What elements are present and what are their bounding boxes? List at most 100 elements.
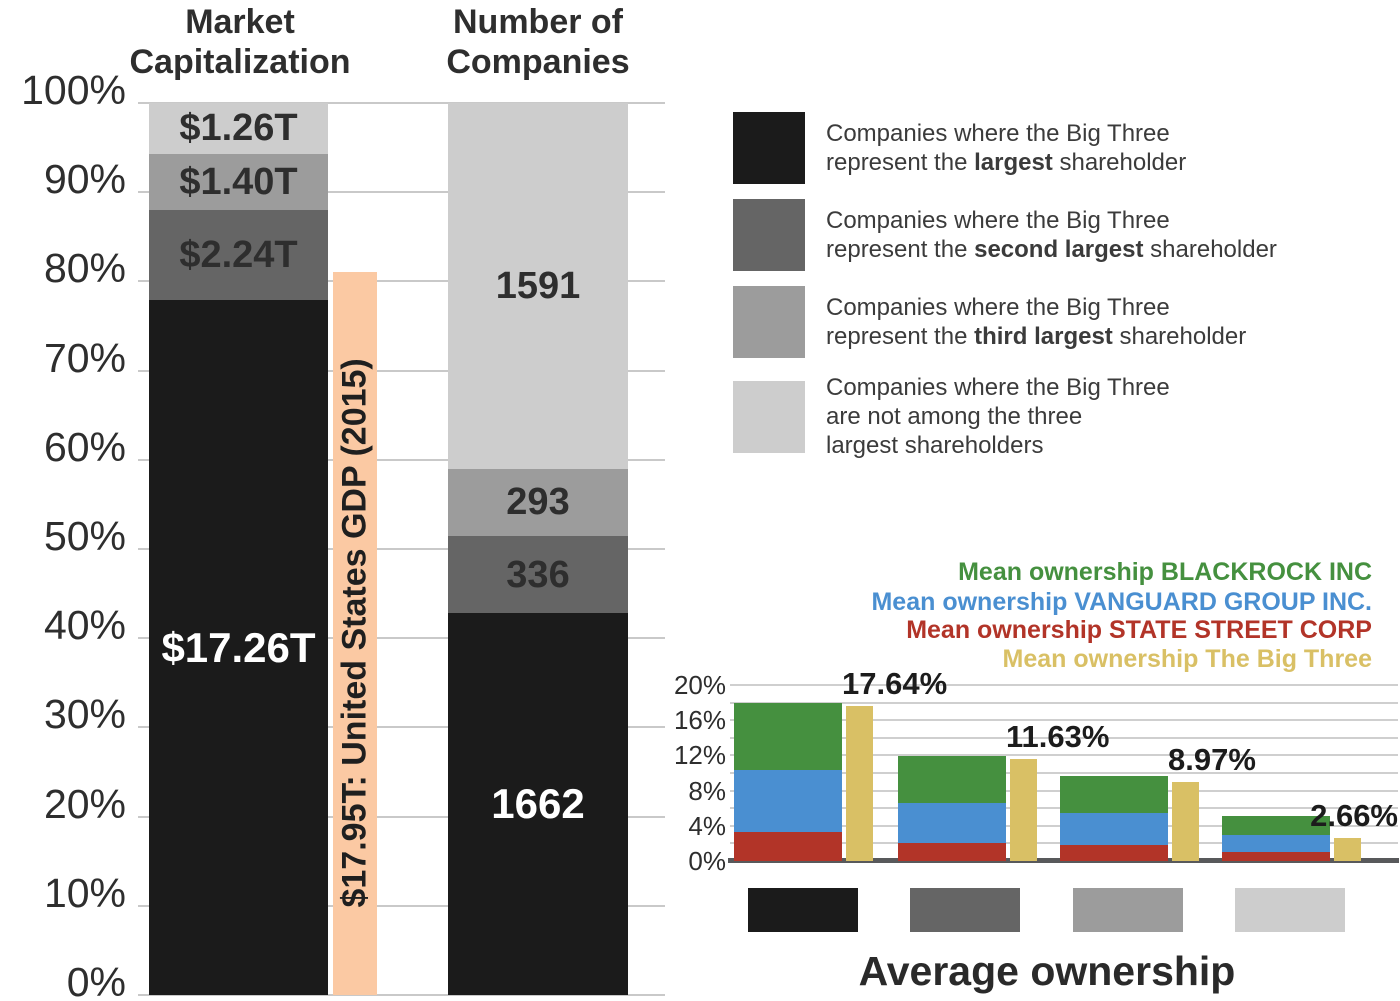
- legend-item-light_gray: Companies where the Big Three are not amo…: [733, 373, 1353, 460]
- legend-item-text: Companies where the Big Three represent t…: [826, 119, 1186, 177]
- black-legend-swatch: [733, 112, 805, 184]
- big-three-bar-0: [846, 705, 873, 861]
- legend-text-run: second largest: [974, 236, 1144, 263]
- ownership-y-tick-20%: 20%: [673, 670, 726, 700]
- companies-column-title: Number of Companies: [446, 3, 630, 81]
- ownership-category-swatch-light_gray: [1235, 888, 1345, 932]
- ownership-y-tick-12%: 12%: [673, 740, 726, 771]
- main-gridline-50%: [138, 548, 665, 550]
- main-y-tick-90%: 90%: [43, 156, 126, 203]
- medium_gray-legend-swatch: [733, 286, 805, 358]
- bar-segment-0-black: [149, 300, 328, 995]
- bar-segment-label: $17.26T: [161, 623, 316, 671]
- legend-text-run: Companies where the Big Three: [826, 207, 1170, 234]
- legend-item-medium_gray: Companies where the Big Three represent t…: [733, 286, 1353, 358]
- main-gridline-60%: [138, 458, 665, 461]
- main-y-tick-100%: 100%: [21, 67, 126, 113]
- ownership-segment-red-3: [1222, 852, 1330, 861]
- bar-segment-1-light_gray: [448, 103, 628, 469]
- legend-text-run: represent the: [826, 323, 975, 350]
- ownership-segment-green-3: [1222, 816, 1330, 835]
- ownership-segment-red-1: [898, 843, 1006, 861]
- ownership-gridline-14: [730, 736, 1398, 739]
- ownership-gridline-12: [730, 754, 1398, 757]
- bar-segment-1-dark_gray: [448, 535, 628, 614]
- ownership-gridline-20: [730, 684, 1398, 686]
- ownership-segment-blue-2: [1060, 813, 1168, 846]
- legend-text-run: largest: [974, 149, 1053, 176]
- light_gray-legend-swatch: [733, 380, 805, 453]
- bar-segment-1-medium_gray: [448, 468, 628, 536]
- ownership-y-tick-4%: 4%: [688, 810, 726, 841]
- ownership-gridline-18: [730, 701, 1398, 704]
- main-y-tick-70%: 70%: [43, 334, 126, 381]
- gdp-reference-bar: $17.95T: United States GDP (2015): [333, 272, 377, 995]
- legend-item-text: Companies where the Big Three are not amo…: [826, 373, 1170, 460]
- ownership-category-swatch-dark_gray: [910, 888, 1020, 932]
- big-three-bar-3: [1334, 837, 1361, 861]
- ownership-category-swatch-medium_gray: [1073, 888, 1183, 932]
- big-three-value-label-1: 11.63%: [1006, 718, 1110, 754]
- bar-segment-label: $2.24T: [179, 234, 298, 277]
- bar-segment-0-dark_gray: [149, 210, 328, 301]
- ownership-segment-green-2: [1060, 775, 1168, 814]
- ownership-segment-green-0: [734, 702, 842, 771]
- bar-segment-label: 293: [506, 481, 570, 524]
- main-y-tick-30%: 30%: [43, 691, 126, 738]
- bar-segment-0-medium_gray: [149, 153, 328, 211]
- big-three-value-label-0: 17.64%: [842, 665, 948, 701]
- ownership-legend-green: Mean ownership BLACKROCK INC: [958, 558, 1372, 586]
- main-y-tick-0%: 0%: [66, 959, 126, 1001]
- big-three-bar-2: [1172, 782, 1199, 861]
- legend-text-run: shareholder: [1112, 323, 1247, 350]
- ownership-y-tick-0%: 0%: [688, 846, 726, 876]
- ownership-segment-blue-3: [1222, 834, 1330, 853]
- ownership-y-tick-8%: 8%: [688, 775, 726, 806]
- main-gridline-0%: [138, 994, 665, 996]
- ownership-segment-red-2: [1060, 845, 1168, 861]
- main-y-tick-50%: 50%: [43, 513, 126, 559]
- main-gridline-70%: [138, 369, 665, 372]
- main-gridline-30%: [138, 726, 665, 729]
- ownership-category-swatch-black: [748, 888, 858, 932]
- legend-text-run: third largest: [974, 323, 1113, 350]
- bar-segment-label: 336: [506, 553, 570, 596]
- bar-segment-0-light_gray: [149, 103, 328, 154]
- main-gridline-10%: [138, 904, 665, 907]
- legend-text-run: Companies where the Big Three: [826, 374, 1170, 401]
- legend-text-run: shareholder: [1143, 236, 1277, 263]
- bar-segment-label: $1.40T: [179, 160, 298, 203]
- main-y-tick-60%: 60%: [43, 423, 126, 470]
- legend-text-run: are not among the three: [826, 403, 1083, 430]
- ownership-y-tick-16%: 16%: [673, 705, 726, 736]
- legend-item-text: Companies where the Big Three represent t…: [826, 293, 1246, 351]
- big-three-value-label-3: 2.66%: [1310, 797, 1398, 833]
- ownership-legend-red: Mean ownership STATE STREET CORP: [906, 616, 1372, 644]
- big-three-bar-1: [1010, 758, 1037, 861]
- main-y-tick-80%: 80%: [43, 245, 126, 292]
- main-y-tick-20%: 20%: [43, 780, 126, 827]
- legend-text-run: largest shareholders: [826, 432, 1044, 459]
- ownership-segment-red-0: [734, 831, 842, 861]
- market-cap-column-title: Market Capitalization: [129, 3, 351, 81]
- main-gridline-20%: [138, 815, 665, 818]
- ownership-segment-blue-0: [734, 770, 842, 832]
- gdp-reference-label: $17.95T: United States GDP (2015): [335, 359, 374, 909]
- market-cap-companies-chart: 0% 10% 20% 30% 40% 50% 60% 70% 80% 90% 100% $17.26T…: [21, 67, 665, 1001]
- ownership-gridline-16: [730, 719, 1398, 722]
- main-gridline-90%: [138, 191, 665, 194]
- legend-item-dark_gray: Companies where the Big Three represent t…: [733, 199, 1353, 271]
- bar-segment-1-black: [448, 613, 628, 995]
- main-y-tick-40%: 40%: [43, 602, 126, 649]
- ownership-chart-title: Average ownership: [858, 948, 1236, 994]
- ownership-segment-blue-1: [898, 802, 1006, 844]
- main-gridline-80%: [138, 280, 665, 283]
- bar-segment-label: $1.26T: [179, 107, 298, 150]
- main-y-tick-10%: 10%: [43, 869, 126, 916]
- legend-text-run: represent the: [826, 236, 975, 263]
- main-gridline-40%: [138, 637, 665, 640]
- ownership-legend-gold: Mean ownership The Big Three: [1002, 645, 1373, 673]
- bar-segment-label: 1662: [491, 780, 585, 828]
- legend-text-run: Companies where the Big Three: [826, 120, 1170, 147]
